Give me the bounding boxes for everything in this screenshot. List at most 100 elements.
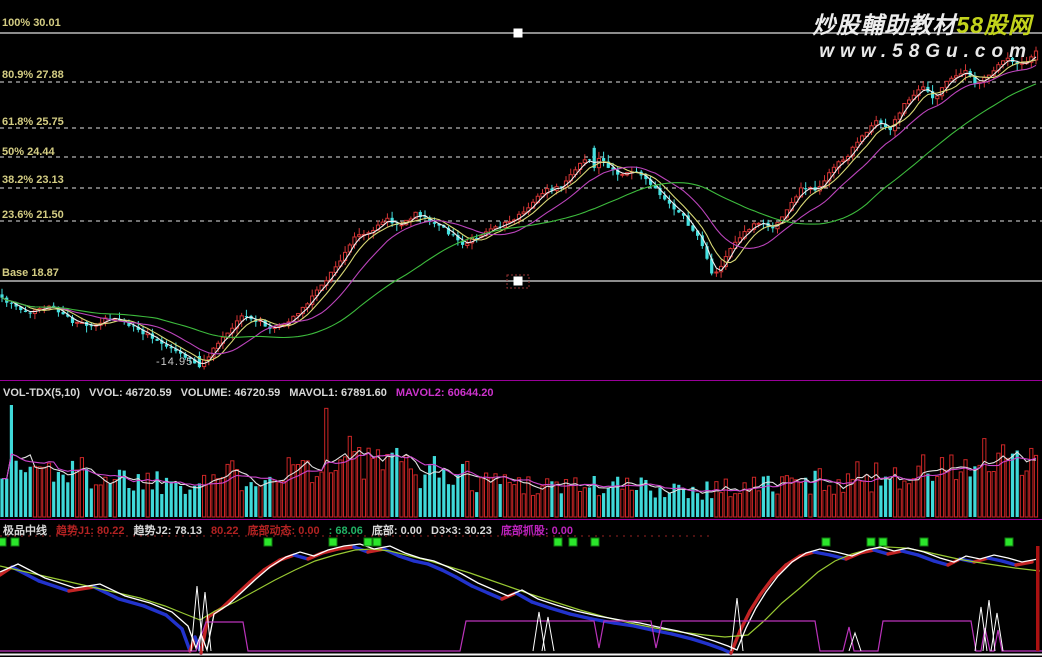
candle-body xyxy=(456,235,460,241)
trend-band-segment xyxy=(986,556,1004,563)
candle-body xyxy=(550,188,554,191)
volume-bar xyxy=(935,475,940,518)
trend-band-segment xyxy=(336,545,356,551)
volume-bar xyxy=(606,487,610,517)
white-signal-spike xyxy=(532,611,546,652)
volume-bar xyxy=(488,476,493,518)
candle-body xyxy=(174,348,178,352)
volume-bar xyxy=(672,483,676,517)
candle-body xyxy=(141,329,145,335)
volume-bar xyxy=(1019,474,1024,518)
volume-bar xyxy=(681,488,686,517)
volume-bar xyxy=(371,457,376,518)
candle-body xyxy=(475,237,479,239)
candle-body xyxy=(357,234,362,237)
volume-bar xyxy=(884,476,888,517)
candle-body xyxy=(28,312,32,314)
volume-bar xyxy=(531,494,536,518)
volume-bar xyxy=(451,484,455,517)
volume-bar xyxy=(677,484,681,517)
volume-bar xyxy=(550,481,554,517)
volume-bar xyxy=(61,474,65,517)
candle-body xyxy=(587,159,592,161)
volume-bar xyxy=(869,491,874,518)
volume-bar xyxy=(616,476,620,517)
volume-bar xyxy=(446,484,451,517)
volume-bar xyxy=(1001,444,1006,518)
volume-bar xyxy=(385,453,390,518)
candle-body xyxy=(390,217,394,224)
volume-bar xyxy=(1024,470,1029,518)
volume-bar xyxy=(46,462,52,518)
volume-bar xyxy=(461,463,465,517)
volume-bar xyxy=(1033,454,1039,518)
candle-body xyxy=(380,221,385,225)
indicator-value: 底部: 0.00 xyxy=(371,525,423,537)
trend-band-segment xyxy=(320,547,340,555)
candle-body xyxy=(667,199,671,204)
candle-body xyxy=(696,230,700,236)
volume-bar xyxy=(742,482,747,518)
candle-body xyxy=(710,258,714,274)
candle-body xyxy=(742,231,747,239)
volume-bar xyxy=(822,489,827,518)
volume-bar xyxy=(380,469,385,518)
bottom-signal-shape xyxy=(0,620,1042,652)
fib-handle-base[interactable] xyxy=(513,276,523,286)
volume-bar xyxy=(939,457,945,518)
volume-bar xyxy=(841,491,846,518)
volume-bar xyxy=(404,454,409,518)
volume-bar xyxy=(413,474,418,518)
candle-body xyxy=(649,179,653,185)
volume-bar xyxy=(361,478,366,518)
volume-bar xyxy=(780,476,785,518)
indicator-value: VOLUME: 46720.59 xyxy=(180,387,281,399)
volume-bar xyxy=(817,468,822,518)
fib-label: Base 18.87 xyxy=(2,267,59,279)
oscillator-panel xyxy=(0,535,1042,655)
volume-bar xyxy=(784,475,789,518)
candle-body xyxy=(855,141,860,148)
volume-bar xyxy=(892,467,898,518)
volume-bar xyxy=(686,498,690,517)
candle-body xyxy=(658,187,662,196)
candle-body xyxy=(66,314,70,317)
candle-body xyxy=(465,242,470,246)
volume-bar xyxy=(954,479,959,518)
volume-bar xyxy=(127,488,131,517)
trend-band-segment xyxy=(454,575,474,588)
volume-bar xyxy=(456,474,460,517)
volume-bar xyxy=(469,490,475,518)
volume-bar xyxy=(254,486,258,517)
trend-band-segment xyxy=(748,593,762,613)
candle-body xyxy=(653,185,657,189)
watermark-line1-yellow: 58股网 xyxy=(956,12,1032,38)
volume-bar xyxy=(286,457,291,518)
volume-bar xyxy=(516,477,522,518)
volume-bar xyxy=(465,460,470,518)
ma-line xyxy=(1,64,1037,355)
white-signal-spike xyxy=(730,597,744,652)
indicator-value: : 68.06 xyxy=(328,525,363,537)
trend-band-segment xyxy=(67,585,96,593)
fib-label: 80.9% 27.88 xyxy=(2,69,64,81)
trend-band-segment xyxy=(886,549,904,556)
trend-band-segment xyxy=(486,591,504,601)
trend-band-segment xyxy=(858,548,876,555)
fib-handle-top[interactable] xyxy=(513,28,523,38)
white-signal-spike xyxy=(982,599,996,652)
candle-body xyxy=(751,223,757,230)
candle-body xyxy=(132,325,136,327)
candle-body xyxy=(127,321,131,326)
white-signal-spike xyxy=(198,591,212,652)
volume-bar xyxy=(705,481,709,517)
volume-bar xyxy=(79,457,85,518)
candle-body xyxy=(418,212,422,217)
candle-body xyxy=(954,75,959,79)
watermark-url: www.58Gu.com xyxy=(819,41,1032,62)
candle-body xyxy=(907,99,912,105)
candle-body xyxy=(935,95,940,100)
volume-bar xyxy=(502,474,507,518)
